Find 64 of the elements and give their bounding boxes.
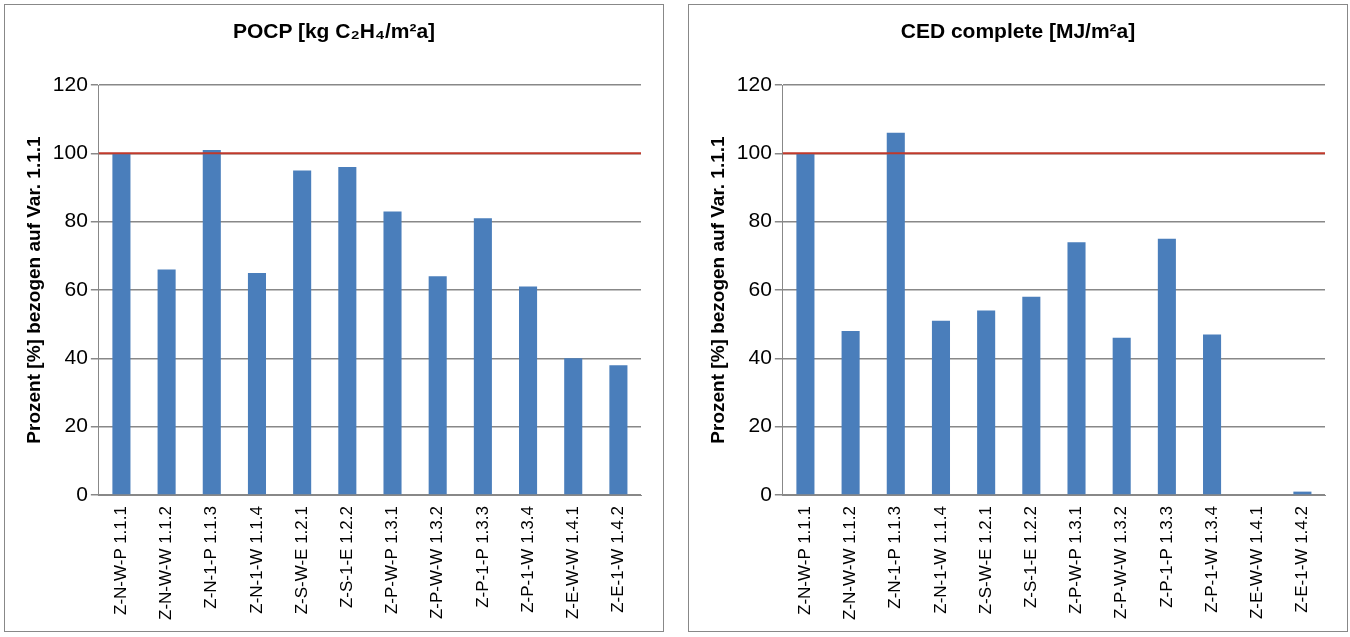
bar: [112, 153, 131, 495]
y-tick-label: 40: [64, 345, 88, 369]
bar: [1112, 337, 1131, 495]
x-tick-label: Z-E-W-W 1.4.1: [1246, 506, 1266, 620]
x-tick-label: Z-P-1-W 1.3.4: [1201, 506, 1221, 613]
bar: [931, 320, 950, 495]
y-tick-label: 80: [64, 208, 88, 232]
bar: [473, 218, 492, 495]
bar: [428, 276, 447, 495]
bar: [519, 286, 538, 495]
x-tick-label: Z-N-W-W 1.1.2: [156, 506, 176, 621]
x-tick-label: Z-P-W-P 1.3.1: [382, 506, 402, 615]
chart-title: CED complete [MJ/m²a]: [899, 19, 1137, 43]
bar: [796, 153, 815, 495]
bar: [1203, 334, 1222, 495]
y-tick-label: 120: [52, 71, 88, 95]
bar: [886, 132, 905, 495]
x-tick-label: Z-N-1-W 1.1.4: [246, 506, 266, 614]
bar: [1022, 296, 1041, 495]
y-tick-label: 20: [748, 413, 772, 437]
x-tick-label: Z-P-1-W 1.3.4: [517, 506, 537, 613]
x-tick-label: Z-N-W-P 1.1.1: [111, 506, 131, 615]
x-tick-label: Z-S-W-E 1.2.1: [975, 506, 995, 615]
y-tick-label: 100: [736, 140, 772, 164]
chart-title: POCP [kg C₂H₄/m²a]: [231, 19, 437, 43]
bar: [1067, 242, 1086, 495]
bar: [1157, 238, 1176, 495]
bar: [383, 211, 402, 495]
y-tick-label: 60: [748, 276, 772, 300]
x-tick-label: Z-E-W-W 1.4.1: [562, 506, 582, 620]
x-tick-label: Z-N-W-W 1.1.2: [840, 506, 860, 621]
x-tick-label: Z-P-1-P 1.3.3: [1156, 506, 1176, 608]
y-axis-title: Prozent [%] bezogen auf Var. 1.1.1: [22, 135, 44, 444]
x-tick-label: Z-E-1-W 1.4.2: [608, 506, 628, 613]
bar: [157, 269, 176, 495]
y-tick-label: 60: [64, 276, 88, 300]
y-tick-label: 100: [52, 140, 88, 164]
bar: [609, 365, 628, 495]
y-tick-label: 0: [76, 481, 88, 505]
x-tick-label: Z-N-W-P 1.1.1: [795, 506, 815, 615]
bar: [293, 170, 312, 495]
bar: [202, 149, 221, 495]
bar: [977, 310, 996, 495]
bar: [338, 167, 357, 495]
y-axis-title: Prozent [%] bezogen auf Var. 1.1.1: [706, 135, 728, 444]
y-tick-label: 0: [760, 481, 772, 505]
x-tick-label: Z-N-1-P 1.1.3: [885, 506, 905, 609]
x-tick-label: Z-N-1-P 1.1.3: [201, 506, 221, 609]
y-tick-label: 120: [736, 71, 772, 95]
x-tick-label: Z-P-W-W 1.3.2: [427, 506, 447, 620]
y-tick-label: 80: [748, 208, 772, 232]
x-tick-label: Z-S-1-E 1.2.2: [1021, 506, 1041, 609]
bar: [564, 358, 583, 495]
x-tick-label: Z-P-W-P 1.3.1: [1066, 506, 1086, 615]
bar: [841, 331, 860, 495]
x-tick-label: Z-S-1-E 1.2.2: [337, 506, 357, 609]
y-tick-label: 20: [64, 413, 88, 437]
x-tick-label: Z-N-1-W 1.1.4: [930, 506, 950, 614]
y-tick-label: 40: [748, 345, 772, 369]
bar: [247, 272, 266, 495]
x-tick-label: Z-P-W-W 1.3.2: [1111, 506, 1131, 620]
x-tick-label: Z-E-1-W 1.4.2: [1292, 506, 1312, 613]
x-tick-label: Z-P-1-P 1.3.3: [472, 506, 492, 608]
x-tick-label: Z-S-W-E 1.2.1: [291, 506, 311, 615]
